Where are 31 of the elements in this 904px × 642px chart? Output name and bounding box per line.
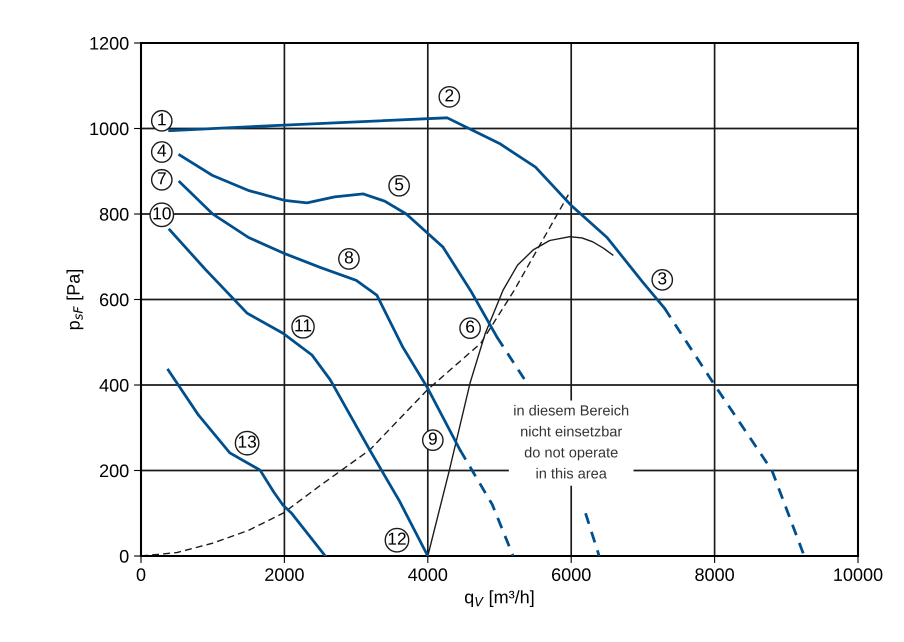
annotation: 9 [428, 432, 437, 445]
y-axis-title: p$_{sF}$ [Pa] [66, 270, 84, 330]
annotation: 8 [344, 251, 354, 264]
annotation: 2 [445, 89, 454, 102]
annotation: 1 [158, 113, 166, 126]
x-tick-label: 0 [136, 568, 146, 582]
x-tick-label: 8000 [695, 568, 734, 582]
annotation: 3 [658, 272, 666, 284]
x-axis-title: q$_{V}$ [m³/h] [464, 590, 534, 608]
x-tick-label: 2000 [265, 568, 304, 582]
y-tick-label: 400 [99, 378, 128, 392]
line-series [168, 228, 430, 556]
annotation: 4 [157, 144, 166, 156]
y-tick-label: 1200 [90, 36, 128, 50]
y-tick-label: 200 [100, 464, 128, 478]
y-tick-label: 1000 [90, 122, 128, 136]
annotation: 11 [295, 319, 312, 332]
y-tick-label: 600 [100, 293, 128, 306]
y-tick-label: 800 [100, 208, 128, 221]
annotation: in diesem Bereich nicht einsetzbar do not operate in this area [514, 404, 628, 479]
annotation: 6 [466, 320, 474, 333]
x-tick-label: 4000 [408, 568, 448, 582]
annotation: 7 [158, 172, 166, 184]
annotation: 10 [153, 207, 171, 220]
x-tick-label: 6000 [552, 568, 591, 582]
x-tick-label: 10000 [834, 568, 882, 582]
annotation: 13 [238, 436, 256, 448]
line-series [166, 368, 327, 556]
annotation: 12 [388, 532, 406, 545]
annotation: 5 [394, 178, 404, 190]
y-tick-label: 0 [120, 550, 128, 563]
